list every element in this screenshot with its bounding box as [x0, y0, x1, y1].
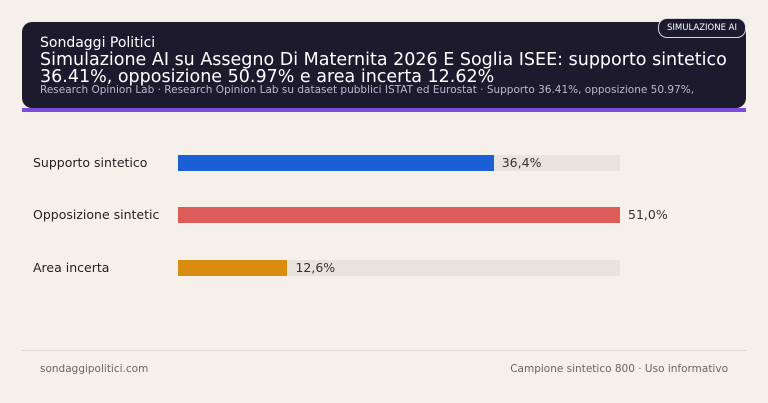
subtitle: Research Opinion Lab · Research Opinion … [40, 84, 695, 96]
category-label: Area incerta [33, 260, 110, 275]
bar [178, 207, 620, 223]
bar [178, 155, 494, 171]
value-label: 51,0% [628, 207, 668, 222]
bar-track [178, 260, 620, 276]
footer-line [22, 350, 746, 351]
accent-line [22, 108, 746, 112]
title: Simulazione AI su Assegno Di Maternita 2… [40, 50, 727, 87]
value-label: 12,6% [295, 260, 336, 275]
badge: SIMULAZIONE AI [658, 18, 746, 38]
footer-right: Campione sintetico 800 · Uso informativo [510, 363, 728, 375]
footer-left: sondaggipolitici.com [40, 363, 149, 375]
category-label: Opposizione sintetic [33, 207, 160, 222]
bar [178, 260, 288, 276]
value-label: 36,4% [501, 155, 542, 170]
category-label: Supporto sintetico [33, 155, 148, 170]
brand: Sondaggi Politici [40, 35, 156, 51]
header: Sondaggi Politici Simulazione AI su Asse… [22, 22, 746, 108]
